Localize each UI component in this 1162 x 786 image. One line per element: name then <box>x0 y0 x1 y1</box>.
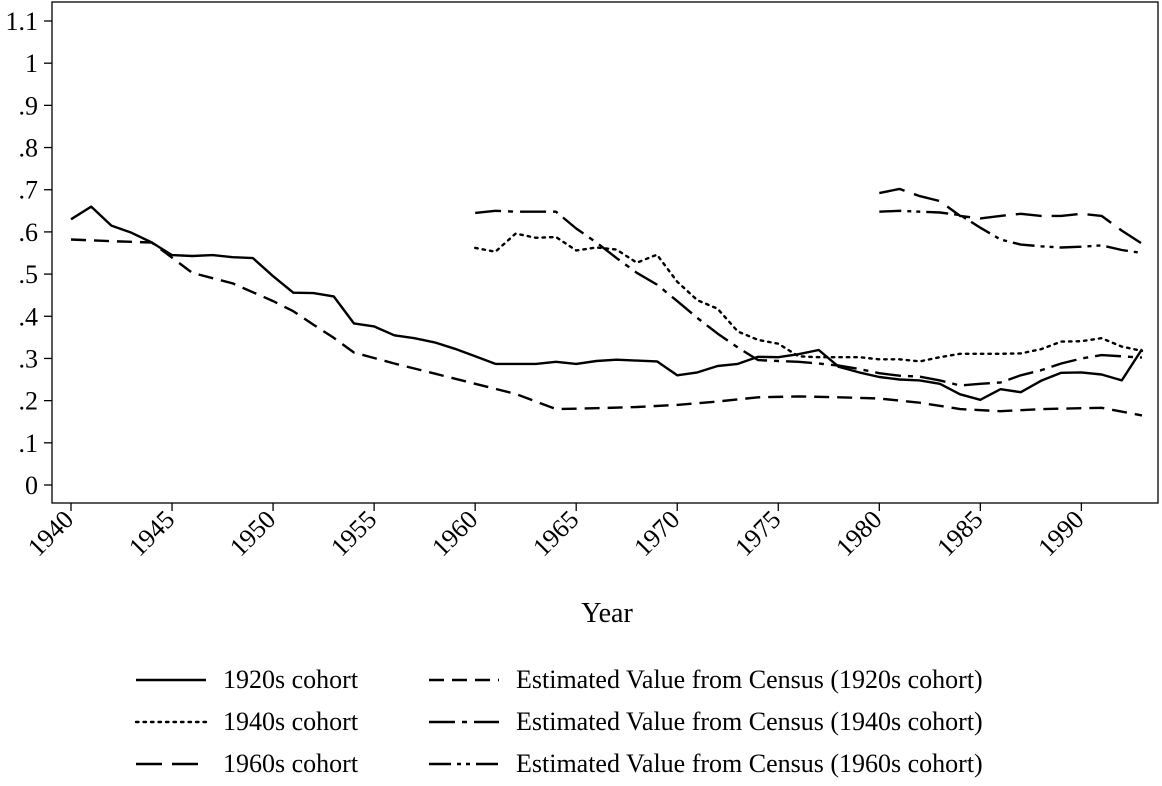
legend: 1920s cohort Estimated Value from Census … <box>134 665 983 778</box>
y-tick-label: 1 <box>25 49 38 78</box>
y-tick-label: .2 <box>19 387 39 416</box>
y-tick-label: .9 <box>19 91 39 120</box>
x-axis: 1940 1945 1950 1955 1960 1965 1970 1975 1980 1985… <box>22 503 1090 562</box>
series-line-4 <box>70 238 1143 417</box>
y-axis: 0 .1 .2 .3 .4 .5 .6 .7 .8 .9 1 1.1 <box>6 7 52 500</box>
x-tick-label: 1970 <box>628 505 685 562</box>
x-tick-label: 1945 <box>123 505 180 562</box>
x-tick-label: 1960 <box>426 505 483 562</box>
legend-label-1: 1920s cohort <box>223 665 359 694</box>
legend-label-3: 1960s cohort <box>223 749 359 778</box>
x-tick-label: 1985 <box>931 505 988 562</box>
legend-label-6: Estimated Value from Census (1960s cohor… <box>516 749 983 778</box>
plot-lines <box>70 187 1144 417</box>
x-tick-label: 1965 <box>527 505 584 562</box>
series-line-1 <box>70 205 1144 401</box>
plot-frame <box>51 1 1159 504</box>
x-tick-label: 1975 <box>729 505 786 562</box>
y-tick-label: .8 <box>19 134 39 163</box>
y-tick-label: .1 <box>19 429 39 458</box>
y-tick-label: .7 <box>19 176 39 205</box>
series-line-5 <box>475 209 1143 387</box>
x-tick-label: 1990 <box>1032 505 1089 562</box>
legend-label-2: 1940s cohort <box>223 707 359 736</box>
y-tick-label: 0 <box>25 471 38 500</box>
y-tick-label: 1.1 <box>6 7 39 36</box>
x-tick-label: 1955 <box>325 505 382 562</box>
series-line-6 <box>879 209 1143 255</box>
x-tick-label: 1980 <box>830 505 887 562</box>
y-tick-label: .4 <box>19 302 39 331</box>
y-tick-label: .3 <box>19 344 39 373</box>
x-axis-title: Year <box>581 598 633 629</box>
series-line-3 <box>879 187 1143 245</box>
legend-label-5: Estimated Value from Census (1940s cohor… <box>516 707 983 736</box>
y-tick-label: .5 <box>19 260 39 289</box>
y-tick-label: .6 <box>19 218 39 247</box>
x-tick-label: 1950 <box>224 505 281 562</box>
x-tick-label: 1940 <box>22 505 79 562</box>
legend-label-4: Estimated Value from Census (1920s cohor… <box>516 665 983 694</box>
series-line-2 <box>474 232 1144 363</box>
